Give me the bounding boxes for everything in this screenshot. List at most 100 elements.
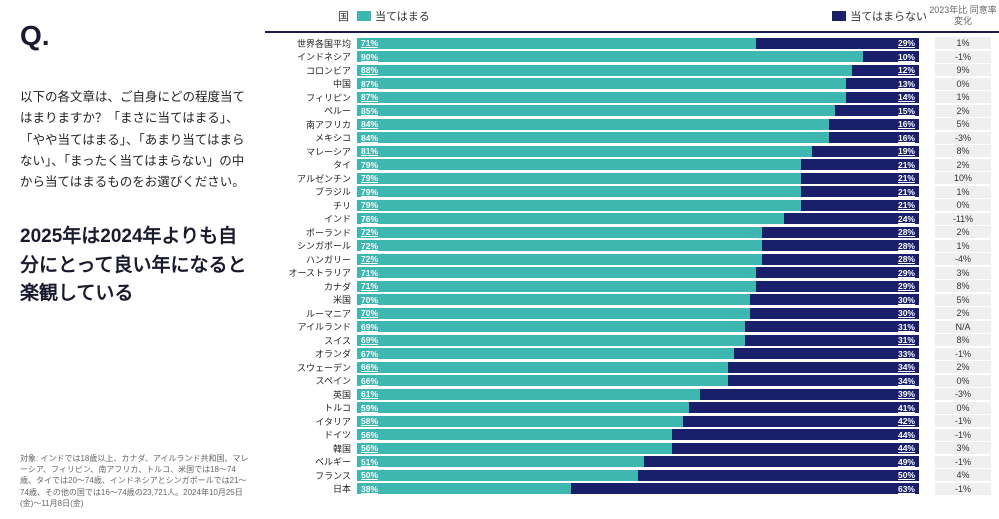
change-value: 9% [927, 64, 999, 76]
bar-agree: 87% [357, 78, 846, 89]
bar-disagree: 28% [762, 227, 919, 238]
bar-disagree: 21% [801, 200, 919, 211]
bar-agree: 66% [357, 375, 728, 386]
bar-disagree: 29% [756, 267, 919, 278]
country-label: インド [265, 212, 357, 225]
bar-disagree: 63% [571, 483, 919, 494]
legend-row: 国 当てはまる 当てはまらない 2023年比 同意率変化 [265, 5, 999, 31]
bar-wrap: 79%21% [357, 159, 919, 170]
chart-row: スウェーデン66%34%2% [265, 361, 999, 375]
bar-agree: 71% [357, 281, 756, 292]
change-value: 8% [927, 334, 999, 346]
bar-disagree: 31% [745, 321, 919, 332]
bar-disagree: 24% [784, 213, 919, 224]
chart-row: トルコ59%41%0% [265, 401, 999, 415]
chart-row: フランス50%50%4% [265, 469, 999, 483]
change-value: -1% [927, 456, 999, 468]
bar-agree: 79% [357, 186, 801, 197]
chart-row: コロンビア88%12% 9% [265, 64, 999, 78]
change-value: 3% [927, 267, 999, 279]
bar-agree: 79% [357, 173, 801, 184]
country-label: オーストラリア [265, 266, 357, 279]
chart-row: 米国70%30%5% [265, 293, 999, 307]
bar-wrap: 87%13% [357, 78, 919, 89]
bar-disagree: 12% [852, 65, 919, 76]
country-label: スイス [265, 334, 357, 347]
change-value: 2% [927, 307, 999, 319]
bar-wrap: 51%49% [357, 456, 919, 467]
bar-wrap: 76%24% [357, 213, 919, 224]
chart-row: カナダ71%29%8% [265, 280, 999, 294]
chart-row: ブラジル79%21%1% [265, 185, 999, 199]
statement-text: 2025年は2024年よりも自分にとって良い年になると楽観している [20, 223, 250, 309]
bar-disagree: 14% [846, 92, 919, 103]
change-value: -3% [927, 132, 999, 144]
bar-disagree: 15% [835, 105, 919, 116]
question-text: 以下の各文章は、ご自身にどの程度当てはまりますか？「まさに当てはまる」、「やや当… [20, 87, 250, 193]
bar-disagree: 21% [801, 159, 919, 170]
bar-wrap: 61%39% [357, 389, 919, 400]
bar-wrap: 84%16% [357, 132, 919, 143]
chart-rows: 世界各国平均71%29%1%インドネシア90%10%-1%コロンビア88%12%… [265, 37, 999, 496]
change-value: 1% [927, 37, 999, 49]
change-header: 2023年比 同意率変化 [927, 5, 999, 27]
legend-disagree: 当てはまらない [832, 8, 927, 24]
country-label: イタリア [265, 415, 357, 428]
bar-agree: 79% [357, 159, 801, 170]
bar-disagree: 28% [762, 254, 919, 265]
change-value: 1% [927, 91, 999, 103]
bar-disagree: 21% [801, 186, 919, 197]
bar-disagree: 30% [750, 294, 919, 305]
bar-wrap: 81%19% [357, 146, 919, 157]
bar-disagree: 39% [700, 389, 919, 400]
country-label: ドイツ [265, 428, 357, 441]
chart-row: イタリア58%42%-1% [265, 415, 999, 429]
chart-row: 韓国56%44%3% [265, 442, 999, 456]
change-value: 10% [927, 172, 999, 184]
bar-agree: 72% [357, 227, 762, 238]
country-label: コロンビア [265, 64, 357, 77]
bar-agree: 56% [357, 443, 672, 454]
chart-row: チリ79%21%0% [265, 199, 999, 213]
header-rule [265, 31, 999, 33]
bar-agree: 67% [357, 348, 734, 359]
bar-disagree: 29% [756, 281, 919, 292]
bar-wrap: 71%29% [357, 38, 919, 49]
country-label: マレーシア [265, 145, 357, 158]
bar-wrap: 69%31% [357, 321, 919, 332]
bar-wrap: 69%31% [357, 335, 919, 346]
bar-wrap: 50%50% [357, 470, 919, 481]
country-label: 中国 [265, 77, 357, 90]
bar-wrap: 90%10% [357, 51, 919, 62]
change-value: 0% [927, 78, 999, 90]
bar-wrap: 88%12% [357, 65, 919, 76]
country-label: アルゼンチン [265, 172, 357, 185]
country-label: ペルー [265, 104, 357, 117]
country-label: タイ [265, 158, 357, 171]
change-value: N/A [927, 321, 999, 333]
chart-row: ベルギー51%49%-1% [265, 455, 999, 469]
bar-wrap: 38%63% [357, 483, 919, 494]
country-header: 国 [265, 8, 357, 24]
bar-disagree: 34% [728, 375, 919, 386]
country-label: フィリピン [265, 91, 357, 104]
bar-wrap: 58%42% [357, 416, 919, 427]
bar-disagree: 42% [683, 416, 919, 427]
change-value: 1% [927, 186, 999, 198]
bar-wrap: 66%34% [357, 362, 919, 373]
bar-disagree: 49% [644, 456, 919, 467]
bar-wrap: 56%44% [357, 429, 919, 440]
bar-disagree: 10% [863, 51, 919, 62]
bar-agree: 90% [357, 51, 863, 62]
bar-agree: 71% [357, 38, 756, 49]
bar-agree: 72% [357, 240, 762, 251]
country-label: 韓国 [265, 442, 357, 455]
bar-agree: 81% [357, 146, 812, 157]
change-value: 8% [927, 145, 999, 157]
swatch-agree [357, 11, 371, 21]
country-label: スペイン [265, 374, 357, 387]
country-label: アイルランド [265, 320, 357, 333]
bar-disagree: 29% [756, 38, 919, 49]
country-label: カナダ [265, 280, 357, 293]
change-value: 1% [927, 240, 999, 252]
